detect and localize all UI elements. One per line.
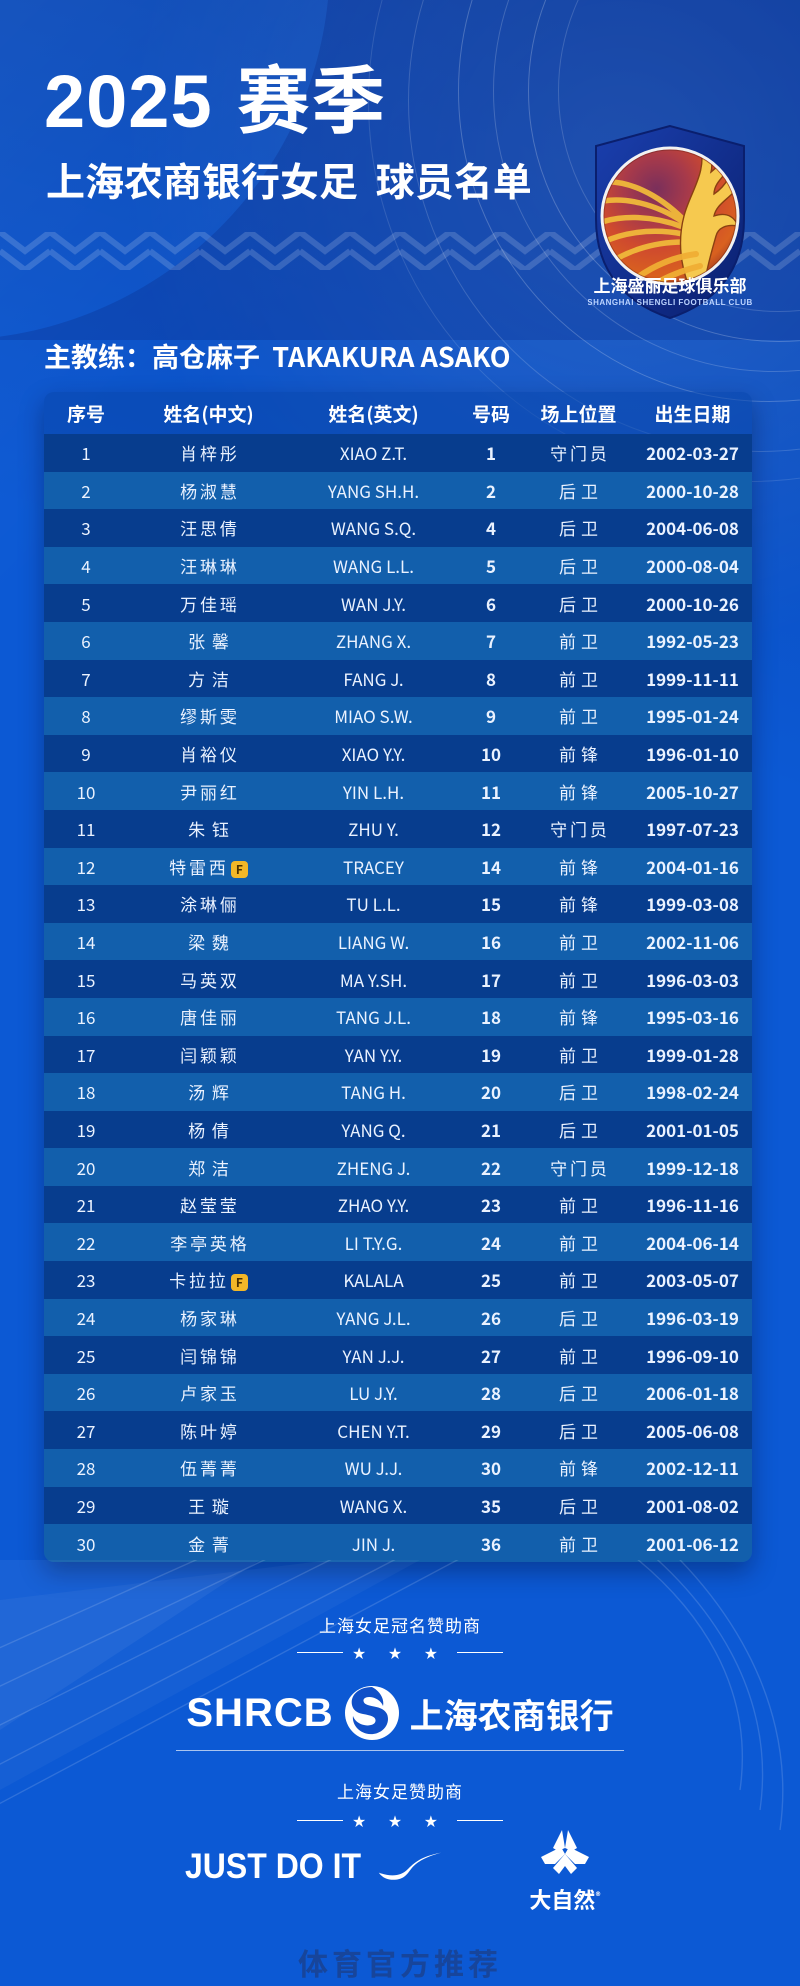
svg-text:SHANGHAI SHENGLI FOOTBALL CLUB: SHANGHAI SHENGLI FOOTBALL CLUB bbox=[588, 298, 752, 307]
svg-text:上海盛丽足球俱乐部: 上海盛丽足球俱乐部 bbox=[594, 272, 747, 297]
